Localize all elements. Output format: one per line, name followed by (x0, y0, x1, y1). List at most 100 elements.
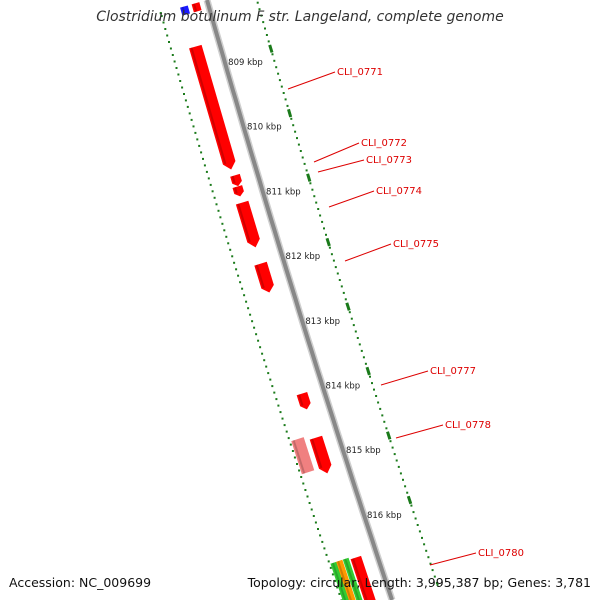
minor-tick (319, 214, 322, 217)
minor-tick (364, 362, 367, 365)
minor-tick (286, 104, 289, 107)
minor-tick (379, 407, 382, 410)
minor-tick (164, 28, 167, 30)
minor-tick (317, 208, 320, 210)
minor-tick (393, 453, 396, 456)
minor-tick (186, 105, 189, 108)
gene-arrow-green-shade (331, 562, 347, 600)
minor-tick (421, 536, 423, 539)
minor-tick (414, 517, 417, 520)
minor-tick (308, 502, 311, 504)
minor-tick (219, 216, 222, 219)
minor-tick (277, 72, 280, 75)
minor-tick (327, 560, 330, 563)
minor-tick (410, 504, 413, 507)
minor-tick (281, 417, 284, 420)
minor-tick (225, 235, 228, 238)
minor-tick (194, 131, 197, 134)
minor-tick (190, 118, 193, 121)
minor-tick (259, 346, 262, 349)
minor-tick (375, 395, 378, 397)
minor-tick (429, 562, 432, 565)
gene-arrow-shade (190, 47, 227, 165)
gene-arrow-green (342, 557, 363, 600)
minor-tick (211, 190, 214, 193)
major-tick (386, 431, 392, 440)
minor-tick (358, 343, 361, 346)
gene-leader-line (287, 71, 336, 90)
gene-track (180, 2, 376, 600)
gene-arrow (191, 2, 202, 13)
minor-tick (207, 177, 210, 180)
minor-tick (271, 53, 274, 56)
gene-leader-line (429, 552, 477, 566)
minor-tick (381, 414, 384, 417)
minor-tick (354, 330, 357, 333)
gene-arrow-shade (231, 175, 236, 184)
minor-tick (404, 485, 407, 488)
minor-tick (273, 59, 276, 62)
minor-tick (319, 534, 322, 537)
minor-tick (362, 356, 365, 359)
gene-arrow-blue (180, 5, 191, 16)
minor-tick (317, 528, 319, 530)
minor-tick (294, 130, 297, 133)
gene-arrow-blue-shade (181, 6, 186, 16)
minor-tick (173, 60, 176, 63)
minor-tick (425, 549, 428, 552)
minor-tick (262, 21, 265, 24)
gene-arrow (254, 261, 274, 293)
gene-label: CLI_0773 (366, 155, 412, 166)
minor-tick (179, 80, 182, 82)
minor-tick (253, 326, 256, 329)
minor-tick (241, 287, 244, 290)
minor-tick (177, 73, 180, 76)
gene-leader-line (380, 370, 429, 386)
gene-arrow (350, 555, 376, 600)
gene-leader-line (395, 424, 444, 439)
minor-tick (245, 300, 248, 303)
kbp-label: 814 kbp (326, 382, 361, 392)
gene-arrow-green-shade (344, 558, 360, 600)
gene-arrow-orange (335, 559, 356, 600)
kbp-label: 815 kbp (346, 446, 381, 456)
minor-tick (332, 259, 335, 262)
minor-tick (385, 427, 388, 430)
kbp-label: 810 kbp (247, 123, 282, 133)
minor-tick (171, 54, 174, 56)
minor-tick (203, 164, 206, 167)
minor-tick (188, 112, 191, 115)
inner-tick-track (256, 1, 439, 586)
minor-tick (256, 1, 259, 4)
minor-tick (166, 34, 169, 37)
minor-tick (391, 446, 394, 449)
minor-tick (371, 382, 373, 385)
minor-tick (306, 495, 309, 498)
gene-leader-line (317, 159, 365, 173)
minor-tick (162, 21, 165, 24)
minor-tick (275, 398, 278, 401)
gene-leader-line (313, 142, 360, 163)
gene-arrow-shade (311, 438, 323, 469)
minor-tick (356, 337, 359, 339)
minor-tick (267, 40, 270, 43)
minor-tick (282, 92, 285, 94)
minor-tick (350, 317, 353, 320)
minor-tick (279, 411, 282, 414)
minor-tick (321, 220, 324, 223)
minor-tick (348, 311, 351, 314)
gene-arrow-pale-shade (292, 440, 306, 474)
minor-tick (310, 508, 313, 511)
minor-tick (289, 443, 292, 446)
minor-tick (265, 365, 268, 368)
minor-tick (168, 41, 170, 43)
minor-tick (336, 272, 339, 275)
minor-tick (303, 162, 306, 165)
accession-text: Accession: NC_009699 (9, 575, 152, 590)
minor-tick (221, 222, 224, 225)
minor-tick (328, 246, 331, 249)
minor-tick (389, 440, 392, 443)
minor-tick (330, 253, 333, 256)
gene-arrow-orange-shade (337, 560, 352, 600)
